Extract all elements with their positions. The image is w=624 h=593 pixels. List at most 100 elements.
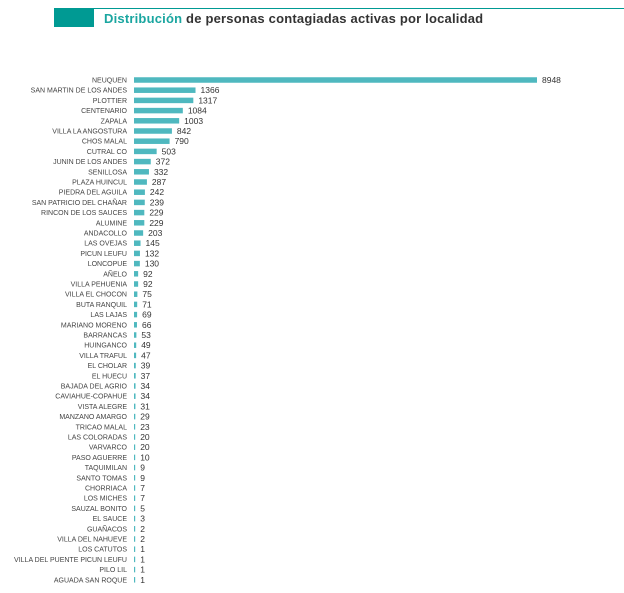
bar (134, 260, 140, 267)
bar (134, 128, 172, 134)
value-label: 229 (149, 218, 163, 228)
value-label: 2 (140, 534, 145, 544)
category-label: CHOS MALAL (82, 139, 127, 146)
category-label: LAS OVEJAS (84, 241, 127, 248)
category-label: PLAZA HUINCUL (72, 180, 127, 187)
value-label: 8948 (542, 75, 561, 85)
bar (134, 148, 157, 155)
value-label: 7 (140, 483, 145, 493)
bar (134, 352, 137, 359)
value-label: 3 (140, 514, 145, 524)
category-label: VILLA DEL PUENTE PICUN LEUFU (14, 557, 127, 564)
category-label: SAUZAL BONITO (71, 506, 127, 513)
bar (134, 271, 139, 277)
category-label: RINCON DE LOS SAUCES (41, 210, 127, 217)
category-label: VILLA PEHUENIA (71, 282, 128, 289)
bar (134, 424, 136, 430)
value-label: 92 (143, 279, 153, 289)
bar (134, 230, 144, 236)
bar (134, 362, 136, 369)
bar (134, 332, 137, 338)
value-label: 7 (140, 493, 145, 503)
value-label: 71 (142, 299, 152, 309)
bar (134, 577, 136, 583)
category-label: VILLA EL CHOCON (65, 292, 127, 299)
value-label: 1317 (198, 95, 217, 105)
bar (134, 179, 147, 185)
category-label: SAN MARTIN DE LOS ANDES (31, 88, 128, 95)
value-label: 1084 (188, 106, 207, 116)
bar (134, 118, 180, 124)
bar (134, 322, 137, 328)
category-label: TAQUIMILAN (85, 465, 127, 472)
value-label: 34 (141, 391, 151, 401)
value-label: 2 (140, 524, 145, 534)
bar (134, 250, 140, 257)
category-label: JUNIN DE LOS ANDES (53, 159, 127, 166)
bar (134, 444, 136, 450)
value-label: 49 (141, 340, 151, 350)
bar (134, 515, 136, 522)
category-label: VILLA LA ANGOSTURA (52, 129, 127, 136)
value-label: 132 (145, 248, 159, 258)
category-label: PICUN LEUFU (80, 251, 127, 258)
bar (134, 169, 149, 175)
category-label: CHORRIACA (85, 486, 127, 493)
category-label: LAS COLORADAS (68, 435, 127, 442)
value-label: 1 (140, 565, 145, 575)
category-label: BARRANCAS (83, 333, 127, 340)
value-label: 75 (142, 289, 152, 299)
value-label: 145 (146, 238, 160, 248)
value-label: 53 (141, 330, 151, 340)
value-label: 34 (141, 381, 151, 391)
value-label: 842 (177, 126, 191, 136)
category-label: CUTRAL CO (87, 149, 128, 156)
value-label: 203 (148, 228, 162, 238)
bar (134, 281, 139, 287)
category-label: CENTENARIO (81, 108, 127, 115)
category-label: AÑELO (103, 269, 127, 278)
bar (134, 240, 141, 246)
category-label: SENILLOSA (88, 169, 127, 176)
category-label: PASO AGUERRE (72, 455, 127, 462)
value-label: 92 (143, 269, 153, 279)
bar (134, 138, 170, 144)
bar (134, 77, 537, 83)
bar (134, 107, 183, 114)
category-label: ANDACOLLO (84, 231, 128, 238)
category-label: EL SAUCE (93, 516, 128, 523)
category-label: MARIANO MORENO (61, 322, 128, 329)
category-label: EL CHOLAR (88, 363, 127, 370)
bar (134, 566, 136, 573)
header-accent-block (54, 8, 94, 27)
value-label: 47 (141, 350, 151, 360)
bar (134, 158, 151, 165)
category-label: HUINGANCO (84, 343, 127, 350)
value-label: 23 (140, 422, 150, 432)
category-label: GUAÑACOS (87, 524, 127, 533)
bar (134, 475, 136, 481)
value-label: 239 (150, 197, 164, 207)
category-label: LOS MICHES (84, 496, 128, 503)
category-label: LOS CATUTOS (78, 547, 127, 554)
value-label: 10 (140, 452, 150, 462)
category-label: AGUADA SAN ROQUE (54, 577, 127, 584)
bar (134, 526, 136, 532)
bar (134, 220, 145, 226)
bar (134, 301, 138, 308)
category-label: PILO LIL (99, 567, 127, 574)
category-label: LONCOPUE (88, 261, 128, 268)
category-label: VILLA DEL NAHUEVE (57, 537, 127, 544)
bar (134, 383, 136, 389)
category-label: MANZANO AMARGO (59, 414, 127, 421)
value-label: 229 (149, 208, 163, 218)
category-label: ALUMINE (96, 220, 127, 227)
bar (134, 485, 136, 491)
category-label: TRICAO MALAL (76, 424, 127, 431)
chart-title-accent: Distribución (104, 11, 183, 26)
bar (134, 342, 137, 348)
value-label: 37 (141, 371, 151, 381)
value-label: 332 (154, 167, 168, 177)
value-label: 1 (140, 575, 145, 585)
